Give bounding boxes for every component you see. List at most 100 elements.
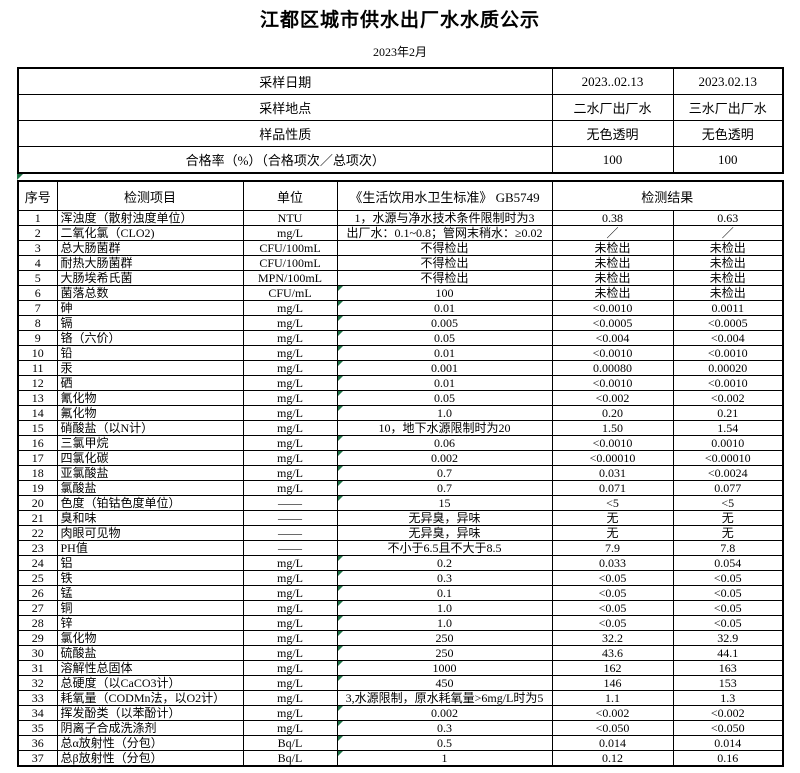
flag-triangle-icon bbox=[338, 706, 343, 711]
standard-cell: 出厂水：0.1~0.8；管网末稍水：≥0.02 bbox=[336, 225, 553, 241]
seq-cell: 14 bbox=[17, 405, 58, 421]
item-cell: PH值 bbox=[56, 540, 244, 556]
unit-cell: mg/L bbox=[242, 705, 338, 721]
item-cell: 硒 bbox=[56, 375, 244, 391]
result-cell-plant3: 未检出 bbox=[672, 285, 784, 301]
item-cell: 砷 bbox=[56, 300, 244, 316]
unit-cell: mg/L bbox=[242, 480, 338, 496]
result-cell-plant2: 32.2 bbox=[551, 630, 674, 646]
result-cell-plant2: <0.05 bbox=[551, 570, 674, 586]
seq-cell: 35 bbox=[17, 720, 58, 736]
seq-cell: 32 bbox=[17, 675, 58, 691]
col-header-unit: 单位 bbox=[242, 180, 338, 211]
table-row: 31 溶解性总固体 mg/L 1000 162 163 bbox=[17, 660, 784, 676]
col-header-result: 检测结果 bbox=[551, 180, 784, 211]
result-cell-plant3: <5 bbox=[672, 495, 784, 511]
seq-cell: 27 bbox=[17, 600, 58, 616]
item-cell: 镉 bbox=[56, 315, 244, 331]
result-cell-plant3: 163 bbox=[672, 660, 784, 676]
result-cell-plant2: <0.0010 bbox=[551, 375, 674, 391]
standard-cell: 15 bbox=[336, 495, 553, 511]
page-title: 江都区城市供水出厂水水质公示 bbox=[259, 10, 540, 31]
item-cell: 氰化物 bbox=[56, 390, 244, 406]
item-cell: 铬（六价） bbox=[56, 330, 244, 346]
seq-cell: 37 bbox=[17, 750, 58, 767]
result-cell-plant2: 未检出 bbox=[551, 270, 674, 286]
seq-cell: 26 bbox=[17, 585, 58, 601]
standard-cell: 0.3 bbox=[336, 720, 553, 736]
flag-triangle-icon bbox=[338, 301, 343, 306]
item-cell: 大肠埃希氏菌 bbox=[56, 270, 244, 286]
standard-cell: 0.01 bbox=[336, 375, 553, 391]
result-cell-plant2: 0.014 bbox=[551, 735, 674, 751]
result-cell-plant3: <0.050 bbox=[672, 720, 784, 736]
item-cell: 锌 bbox=[56, 615, 244, 631]
flag-triangle-icon bbox=[338, 391, 343, 396]
seq-cell: 34 bbox=[17, 705, 58, 721]
item-cell: 耐热大肠菌群 bbox=[56, 255, 244, 271]
standard-cell: 10，地下水源限制时为20 bbox=[336, 420, 553, 436]
table-row: 7 砷 mg/L 0.01 <0.0010 0.0011 bbox=[17, 300, 784, 316]
flag-triangle-icon bbox=[338, 466, 343, 471]
table-row: 4 耐热大肠菌群 CFU/100mL 不得检出 未检出 未检出 bbox=[17, 255, 784, 271]
col-header-seq: 序号 bbox=[17, 180, 58, 211]
item-cell: 挥发酚类（以苯酚计） bbox=[56, 705, 244, 721]
result-cell-plant2: 0.20 bbox=[551, 405, 674, 421]
result-cell-plant3: <0.0010 bbox=[672, 375, 784, 391]
flag-triangle-icon bbox=[338, 736, 343, 741]
seq-cell: 33 bbox=[17, 690, 58, 706]
standard-cell: 0.01 bbox=[336, 345, 553, 361]
flag-triangle-icon bbox=[338, 721, 343, 726]
unit-cell: mg/L bbox=[242, 675, 338, 691]
result-cell-plant3: <0.002 bbox=[672, 705, 784, 721]
standard-cell: 0.002 bbox=[336, 450, 553, 466]
info-value-plant2: 无色透明 bbox=[551, 120, 674, 147]
unit-cell: mg/L bbox=[242, 645, 338, 661]
result-cell-plant2: 162 bbox=[551, 660, 674, 676]
table-row: 35 阴离子合成洗涤剂 mg/L 0.3 <0.050 <0.050 bbox=[17, 720, 784, 736]
flag-triangle-icon bbox=[338, 661, 343, 666]
item-cell: 二氧化氯（CLO2) bbox=[56, 225, 244, 241]
info-value-plant3: 100 bbox=[672, 146, 784, 174]
result-cell-plant3: <0.004 bbox=[672, 330, 784, 346]
item-cell: 三氯甲烷 bbox=[56, 435, 244, 451]
info-row: 合格率（%）（合格项次／总项次） 100 100 bbox=[17, 146, 784, 174]
result-cell-plant2: <0.004 bbox=[551, 330, 674, 346]
result-cell-plant2: ／ bbox=[551, 225, 674, 241]
result-cell-plant2: 0.071 bbox=[551, 480, 674, 496]
table-row: 26 锰 mg/L 0.1 <0.05 <0.05 bbox=[17, 585, 784, 601]
unit-cell: mg/L bbox=[242, 330, 338, 346]
table-row: 18 亚氯酸盐 mg/L 0.7 0.031 <0.0024 bbox=[17, 465, 784, 481]
flag-triangle-icon bbox=[338, 346, 343, 351]
result-cell-plant3: <0.05 bbox=[672, 615, 784, 631]
seq-cell: 13 bbox=[17, 390, 58, 406]
result-cell-plant2: 43.6 bbox=[551, 645, 674, 661]
unit-cell: mg/L bbox=[242, 690, 338, 706]
unit-cell: —— bbox=[242, 540, 338, 556]
standard-cell: 450 bbox=[336, 675, 553, 691]
table-row: 17 四氯化碳 mg/L 0.002 <0.00010 <0.00010 bbox=[17, 450, 784, 466]
info-value-plant3: 2023.02.13 bbox=[672, 67, 784, 95]
standard-cell: 不小于6.5且不大于8.5 bbox=[336, 540, 553, 556]
table-row: 23 PH值 —— 不小于6.5且不大于8.5 7.9 7.8 bbox=[17, 540, 784, 556]
result-cell-plant3: 0.014 bbox=[672, 735, 784, 751]
info-label: 样品性质 bbox=[17, 120, 553, 147]
result-cell-plant2: <0.0010 bbox=[551, 345, 674, 361]
standard-cell: 250 bbox=[336, 645, 553, 661]
seq-cell: 2 bbox=[17, 225, 58, 241]
table-row: 21 臭和味 —— 无异臭，异味无无 bbox=[17, 510, 784, 526]
result-cell-plant2: 无 bbox=[551, 510, 674, 526]
standard-cell: 250 bbox=[336, 630, 553, 646]
flag-triangle-icon bbox=[338, 451, 343, 456]
col-header-item: 检测项目 bbox=[56, 180, 244, 211]
standard-cell: 0.002 bbox=[336, 705, 553, 721]
result-cell-plant2: 0.12 bbox=[551, 750, 674, 767]
result-cell-plant3: ／ bbox=[672, 225, 784, 241]
result-cell-plant2: <0.0005 bbox=[551, 315, 674, 331]
seq-cell: 1 bbox=[17, 210, 58, 226]
standard-cell: 0.05 bbox=[336, 330, 553, 346]
item-cell: 总大肠菌群 bbox=[56, 240, 244, 256]
seq-cell: 24 bbox=[17, 555, 58, 571]
unit-cell: mg/L bbox=[242, 660, 338, 676]
